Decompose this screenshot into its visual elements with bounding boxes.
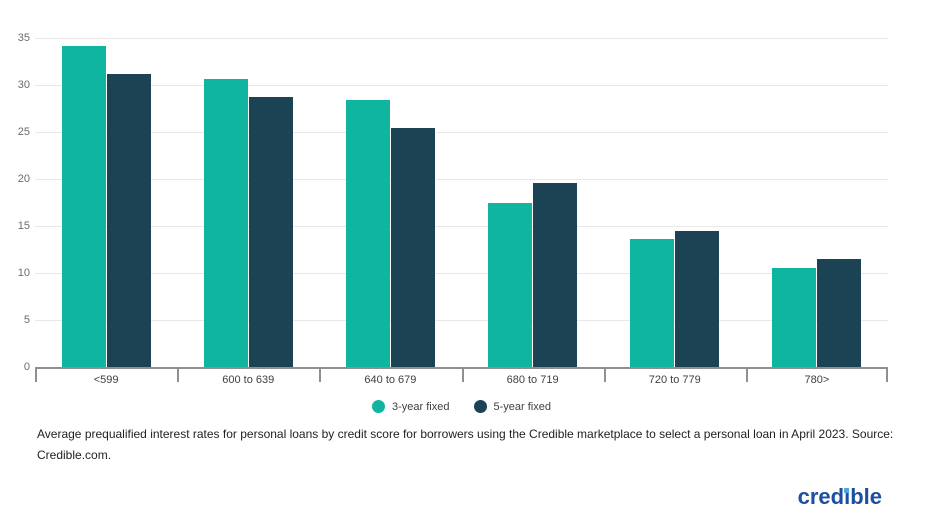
logo-i-dot-icon <box>844 488 849 493</box>
gridline <box>35 85 888 86</box>
bar-5-year-fixed <box>817 258 862 367</box>
legend-item: 5-year fixed <box>473 400 551 413</box>
x-axis-category-label: <599 <box>93 374 119 386</box>
y-axis-tick-label: 5 <box>23 314 30 326</box>
bar-3-year-fixed <box>630 239 675 367</box>
y-axis-tick-label: 25 <box>17 126 30 138</box>
bar-5-year-fixed <box>248 97 293 367</box>
bar-group <box>462 38 604 367</box>
bar-3-year-fixed <box>772 268 817 367</box>
x-axis-category-label: 600 to 639 <box>222 374 275 386</box>
x-axis-category-label: 680 to 719 <box>506 374 559 386</box>
gridline <box>35 226 888 227</box>
credible-logo: credible <box>798 485 882 509</box>
gridline <box>35 273 888 274</box>
x-axis-category-label: 720 to 779 <box>648 374 701 386</box>
legend-label: 5-year fixed <box>493 400 551 413</box>
legend-label: 3-year fixed <box>392 400 450 413</box>
bar-group <box>177 38 319 367</box>
y-axis-tick-label: 10 <box>17 267 30 279</box>
bar-5-year-fixed <box>390 128 435 367</box>
bar-3-year-fixed <box>61 46 106 367</box>
bar-3-year-fixed <box>203 79 248 367</box>
y-axis-tick-label: 20 <box>17 173 30 185</box>
x-axis-tick <box>604 367 606 382</box>
x-axis-labels: <599 600 to 639 640 to 679 680 to 719 720 to… <box>35 374 888 388</box>
y-axis-tick-label: 0 <box>23 361 30 373</box>
x-axis-tick <box>462 367 464 382</box>
gridline <box>35 38 888 39</box>
legend-item: 3-year fixed <box>372 400 450 413</box>
x-axis-tick <box>35 367 37 382</box>
x-axis-category-label: 640 to 679 <box>364 374 417 386</box>
x-axis-category-label: 780> <box>804 374 830 386</box>
bar-5-year-fixed <box>675 230 720 367</box>
y-axis-tick-label: 35 <box>17 32 30 44</box>
x-axis-tick <box>319 367 321 382</box>
bar-group <box>35 38 177 367</box>
bar-5-year-fixed <box>533 182 578 367</box>
plot-area <box>35 38 888 382</box>
bar-5-year-fixed <box>106 73 151 367</box>
bar-3-year-fixed <box>488 203 533 367</box>
legend-dot-icon <box>473 400 487 413</box>
credible-logo-text: credible <box>797 484 882 509</box>
bar-group <box>604 38 746 367</box>
y-axis-tick-label: 15 <box>17 220 30 232</box>
x-axis-tick <box>177 367 179 382</box>
bar-3-year-fixed <box>345 100 390 367</box>
x-axis-tick <box>886 367 888 382</box>
legend-dot-icon <box>372 400 386 413</box>
x-axis-tick <box>746 367 748 382</box>
y-axis-tick-label: 30 <box>17 79 30 91</box>
bar-group <box>746 38 888 367</box>
bar-group <box>319 38 461 367</box>
chart-caption: Average prequalified interest rates for … <box>37 427 894 462</box>
gridline <box>35 179 888 180</box>
chart-legend: 3-year fixed 5-year fixed <box>35 400 888 413</box>
gridline <box>35 320 888 321</box>
gridline <box>35 132 888 133</box>
